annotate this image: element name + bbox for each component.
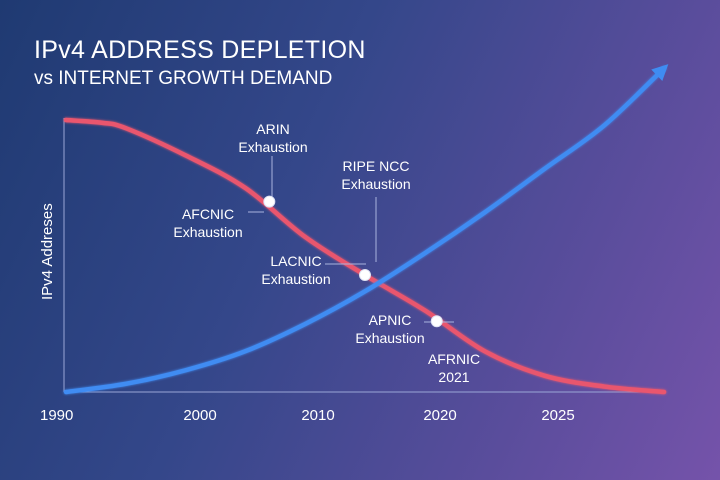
annotation-text: Exhaustion: [173, 224, 242, 240]
x-tick-label-2025: 2025: [541, 407, 574, 424]
chart-subtitle: vs INTERNET GROWTH DEMAND: [34, 68, 333, 89]
x-tick-label-2020: 2020: [423, 407, 456, 424]
x-tick-label-2000: 2000: [183, 407, 216, 424]
annotation-text: Exhaustion: [341, 176, 410, 192]
annotation-text: ARIN: [256, 121, 289, 137]
annotation-afcnic: AFCNIC Exhaustion: [173, 206, 264, 240]
annotation-text: AFCNIC: [182, 206, 234, 222]
annotation-lacnic: LACNIC Exhaustion: [261, 253, 366, 287]
y-axis-label: IPv4 Addreses: [39, 203, 56, 300]
annotation-text: Exhaustion: [355, 330, 424, 346]
annotation-text: APNIC: [369, 312, 412, 328]
annotation-arin: ARIN Exhaustion: [238, 121, 308, 208]
annotation-marker: [430, 315, 443, 328]
series-arrowhead: [651, 64, 669, 82]
series-line-growth-demand: [63, 66, 667, 395]
annotation-text: RIPE NCC: [343, 158, 410, 174]
annotation-text: Exhaustion: [261, 271, 330, 287]
chart-title: IPv4 ADDRESS DEPLETION: [34, 36, 366, 64]
annotation-marker: [263, 195, 276, 208]
annotation-text: Exhaustion: [238, 139, 307, 155]
annotation-marker: [359, 269, 371, 282]
series-group: [63, 64, 669, 395]
annotation-afrnic: AFRNIC 2021: [428, 351, 480, 385]
x-tick-label-2010: 2010: [301, 407, 334, 424]
x-tick-label-1990: 1990: [40, 407, 73, 424]
annotation-ripe-ncc: RIPE NCC Exhaustion: [341, 158, 411, 282]
annotation-group: ARIN Exhaustion AFCNIC Exhaustion RIPE NCC Ex…: [173, 121, 480, 385]
series-line-ipv4-supply: [63, 117, 667, 395]
x-tick-labels: 1990 2000 2010 2020 2025: [40, 407, 575, 424]
annotation-apnic: APNIC Exhaustion: [355, 312, 454, 346]
annotation-text: 2021: [438, 369, 469, 385]
annotation-text: AFRNIC: [428, 351, 480, 367]
annotation-text: LACNIC: [270, 253, 321, 269]
